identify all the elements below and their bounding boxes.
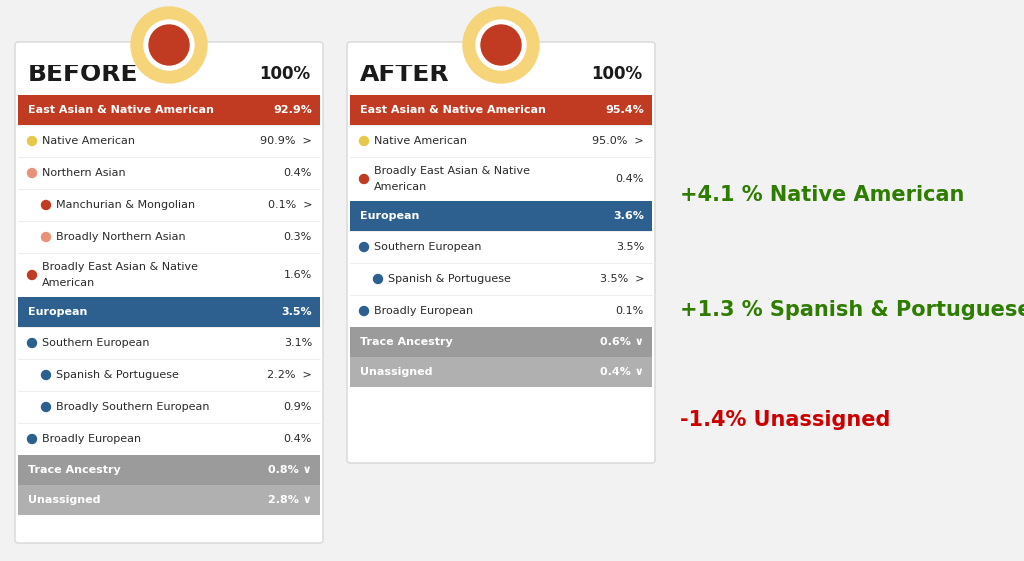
- Circle shape: [131, 7, 207, 83]
- Text: Southern European: Southern European: [374, 242, 481, 252]
- Bar: [18, 485, 319, 515]
- Text: Trace Ancestry: Trace Ancestry: [28, 465, 121, 475]
- Text: Manchurian & Mongolian: Manchurian & Mongolian: [56, 200, 196, 210]
- Text: 0.4%: 0.4%: [284, 168, 312, 178]
- Circle shape: [481, 25, 521, 65]
- Bar: [350, 357, 652, 387]
- Text: 92.9%: 92.9%: [273, 105, 312, 115]
- Text: European: European: [28, 307, 87, 317]
- Text: 3.1%: 3.1%: [284, 338, 312, 348]
- Circle shape: [28, 270, 37, 279]
- Bar: [18, 455, 319, 485]
- Text: Broadly Southern European: Broadly Southern European: [56, 402, 210, 412]
- Text: East Asian & Native American: East Asian & Native American: [360, 105, 546, 115]
- Bar: [350, 201, 652, 231]
- Text: BEFORE: BEFORE: [28, 62, 138, 86]
- Text: Broadly Northern Asian: Broadly Northern Asian: [56, 232, 185, 242]
- Text: Spanish & Portuguese: Spanish & Portuguese: [56, 370, 179, 380]
- Text: 3.5%: 3.5%: [615, 242, 644, 252]
- Text: 0.6% ∨: 0.6% ∨: [600, 337, 644, 347]
- Circle shape: [28, 435, 37, 444]
- Circle shape: [359, 136, 369, 145]
- Bar: [352, 47, 654, 462]
- Circle shape: [463, 7, 539, 83]
- Text: 90.9%  >: 90.9% >: [260, 136, 312, 146]
- Text: 100%: 100%: [591, 65, 642, 83]
- Text: 0.8% ∨: 0.8% ∨: [268, 465, 312, 475]
- Bar: [18, 95, 319, 125]
- Text: 2.8% ∨: 2.8% ∨: [268, 495, 312, 505]
- Text: Broadly European: Broadly European: [42, 434, 141, 444]
- Text: Trace Ancestry: Trace Ancestry: [360, 337, 453, 347]
- Circle shape: [150, 25, 189, 65]
- Text: Unassigned: Unassigned: [360, 367, 432, 377]
- FancyBboxPatch shape: [15, 42, 323, 543]
- Text: Native American: Native American: [374, 136, 467, 146]
- Text: 95.4%: 95.4%: [605, 105, 644, 115]
- Text: 0.4%: 0.4%: [284, 434, 312, 444]
- Text: 0.4%: 0.4%: [615, 174, 644, 184]
- Circle shape: [42, 402, 50, 412]
- Text: -1.4% Unassigned: -1.4% Unassigned: [680, 410, 891, 430]
- Text: +1.3 % Spanish & Portuguese: +1.3 % Spanish & Portuguese: [680, 300, 1024, 320]
- Text: 1.6%: 1.6%: [284, 270, 312, 280]
- Bar: [20, 47, 322, 542]
- Text: 100%: 100%: [259, 65, 310, 83]
- Text: 0.1%: 0.1%: [615, 306, 644, 316]
- Circle shape: [42, 200, 50, 209]
- Bar: [18, 297, 319, 327]
- Text: 95.0%  >: 95.0% >: [592, 136, 644, 146]
- Text: Native American: Native American: [42, 136, 135, 146]
- Circle shape: [144, 20, 194, 70]
- Text: Broadly East Asian & Native: Broadly East Asian & Native: [42, 262, 198, 272]
- Text: 0.1%  >: 0.1% >: [267, 200, 312, 210]
- Circle shape: [476, 20, 526, 70]
- Bar: [18, 45, 319, 65]
- Circle shape: [28, 338, 37, 347]
- Text: 0.9%: 0.9%: [284, 402, 312, 412]
- Text: 3.5%  >: 3.5% >: [599, 274, 644, 284]
- Bar: [350, 95, 652, 125]
- Text: AFTER: AFTER: [360, 62, 450, 86]
- Text: 0.3%: 0.3%: [284, 232, 312, 242]
- Circle shape: [374, 274, 383, 283]
- Text: 2.2%  >: 2.2% >: [267, 370, 312, 380]
- Circle shape: [359, 174, 369, 183]
- Text: Broadly East Asian & Native: Broadly East Asian & Native: [374, 166, 530, 176]
- Bar: [350, 45, 652, 65]
- Text: Broadly European: Broadly European: [374, 306, 473, 316]
- Text: American: American: [374, 182, 427, 192]
- Text: Southern European: Southern European: [42, 338, 150, 348]
- Text: 3.6%: 3.6%: [613, 211, 644, 221]
- Circle shape: [42, 232, 50, 241]
- Circle shape: [359, 306, 369, 315]
- Text: +4.1 % Native American: +4.1 % Native American: [680, 185, 965, 205]
- Circle shape: [42, 370, 50, 379]
- Text: American: American: [42, 278, 95, 288]
- Text: 3.5%: 3.5%: [282, 307, 312, 317]
- FancyBboxPatch shape: [347, 42, 655, 463]
- Circle shape: [359, 242, 369, 251]
- Text: East Asian & Native American: East Asian & Native American: [28, 105, 214, 115]
- Circle shape: [28, 168, 37, 177]
- Circle shape: [28, 136, 37, 145]
- Bar: [350, 327, 652, 357]
- Text: European: European: [360, 211, 420, 221]
- Text: Unassigned: Unassigned: [28, 495, 100, 505]
- Text: Northern Asian: Northern Asian: [42, 168, 126, 178]
- Text: Spanish & Portuguese: Spanish & Portuguese: [388, 274, 511, 284]
- Text: 0.4% ∨: 0.4% ∨: [600, 367, 644, 377]
